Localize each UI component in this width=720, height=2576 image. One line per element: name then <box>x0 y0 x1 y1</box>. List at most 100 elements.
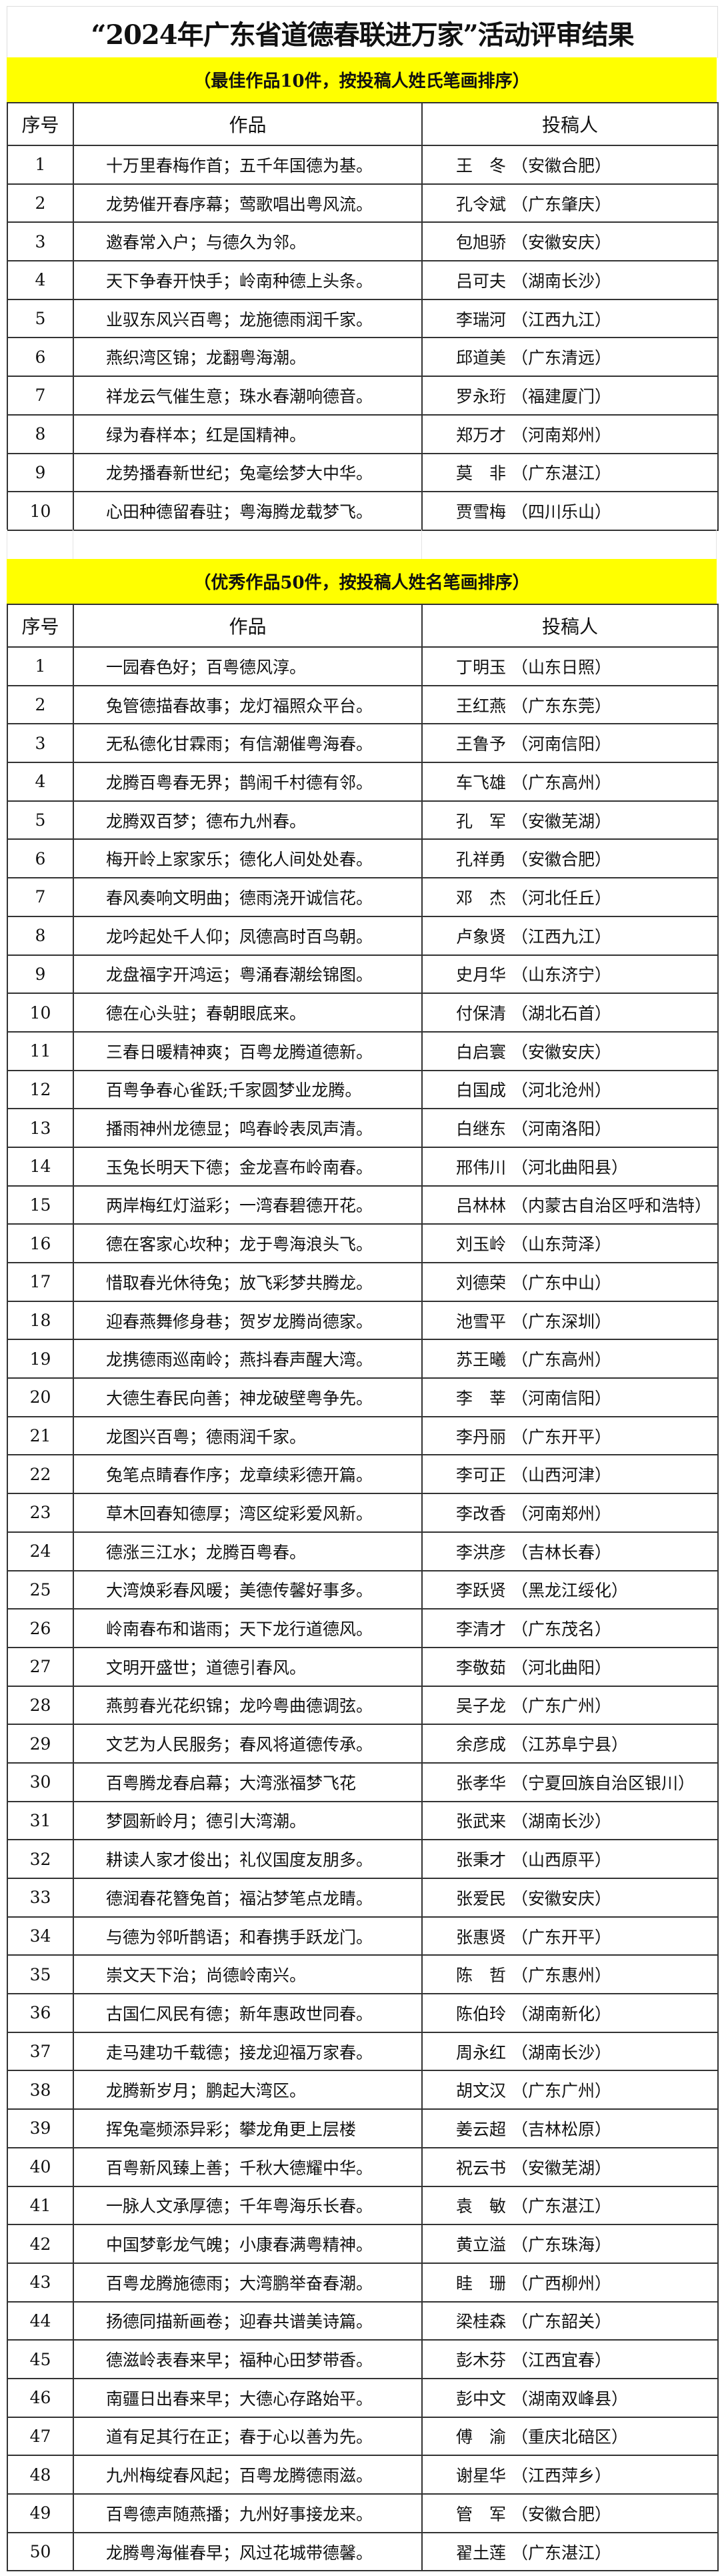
author-cell: 胡文汉 （广东广州） <box>421 2070 719 2110</box>
author-cell: 李丹丽 （广东开平） <box>421 1415 719 1456</box>
author-region-open: （ <box>511 2081 528 2101</box>
author-region-open: （ <box>511 2004 528 2024</box>
author-region-close: ） <box>595 2119 612 2139</box>
author-cell: 陈 哲 （广东惠州） <box>421 1954 719 1995</box>
author-cell: 孔祥勇 （安徽合肥） <box>421 838 719 879</box>
author-region-close: ） <box>595 965 612 985</box>
author-cell: 贾雪梅 （四川乐山） <box>421 491 719 531</box>
row-number: 8 <box>7 915 74 956</box>
author-cell: 周永红 （湖南长沙） <box>421 2031 719 2072</box>
author-region-close: ） <box>595 1542 612 1562</box>
author-name: 李改香 <box>456 1503 507 1523</box>
author-cell: 卢象贤 （江西九江） <box>421 915 719 956</box>
author-cell: 郑万才 （河南郑州） <box>421 414 719 454</box>
row-number: 5 <box>7 298 74 339</box>
table-row: 22 兔笔点睛春作序；龙章续彩德开篇。 李可正 （山西河津） <box>7 1454 719 1495</box>
author-region: 湖南长沙 <box>527 1812 595 1832</box>
row-number: 4 <box>7 260 74 300</box>
work-text: 耕读人家才俊出；礼仪国度友朋多。 <box>73 1839 423 1879</box>
author-name: 李丹丽 <box>456 1427 507 1447</box>
work-text: 挥兔毫频添异彩；攀龙角更上层楼 <box>73 2108 423 2148</box>
author-region-open: （ <box>511 2351 528 2371</box>
author-region: 安徽芜湖 <box>527 2158 595 2178</box>
author-region-close: ） <box>595 1850 612 1870</box>
work-text: 十万里春梅作首；五千年国德为基。 <box>73 145 423 185</box>
author-region-open: （ <box>511 2389 528 2409</box>
row-number: 35 <box>7 1954 74 1995</box>
row-number: 50 <box>7 2531 74 2572</box>
table-row: 35 崇文天下治；尚德岭南兴。陈 哲 （广东惠州） <box>7 1954 719 1995</box>
row-number: 33 <box>7 1878 74 1918</box>
author-cell: 彭中文 （湖南双峰县） <box>421 2377 719 2418</box>
work-text: 龙腾百粤春无界；鹊闹千村德有邻。 <box>73 762 423 802</box>
author-region-close: ） <box>695 1196 712 1216</box>
row-number: 43 <box>7 2262 74 2303</box>
author-name: 眭 珊 <box>456 2273 507 2293</box>
author-region: 湖北石首 <box>527 1004 595 1024</box>
work-text: 道有足其行在正；春于心以善为先。 <box>73 2416 423 2457</box>
author-region: 广东清远 <box>527 348 595 368</box>
work-text: 兔笔点睛春作序；龙章续彩德开篇。 <box>73 1454 423 1495</box>
table-row: 36 古国仁风民有德；新年惠政世同春。 陈伯玲 （湖南新化） <box>7 1993 719 2033</box>
table-row: 10 心田种德留春驻；粤海腾龙载梦飞。 贾雪梅 （四川乐山） <box>7 491 719 531</box>
author-region-close: ） <box>595 425 612 445</box>
author-region-close: ） <box>595 2196 612 2216</box>
author-name: 罗永珩 <box>456 386 507 406</box>
author-region: 广东湛江 <box>527 464 595 484</box>
author-region-close: ） <box>595 386 612 406</box>
table-row: 6 梅开岭上家家乐；德化人间处处春。 孔祥勇 （安徽合肥） <box>7 838 719 879</box>
author-region-open: （ <box>511 1850 528 1870</box>
row-number: 37 <box>7 2031 74 2072</box>
author-region: 安徽安庆 <box>527 1888 595 1908</box>
author-name: 张秉才 <box>456 1850 507 1870</box>
row-number: 20 <box>7 1377 74 1417</box>
author-region-close: ） <box>595 734 612 754</box>
row-number: 27 <box>7 1646 74 1687</box>
row-number: 46 <box>7 2377 74 2418</box>
author-cell: 祝云书 （安徽芜湖） <box>421 2146 719 2187</box>
work-text: 梅开岭上家家乐；德化人间处处春。 <box>73 838 423 879</box>
table-row: 21 龙图兴百粤；德雨润千家。 李丹丽 （广东开平） <box>7 1415 719 1456</box>
header-no: 序号 <box>7 102 74 146</box>
table-row: 42 中国梦彰龙气魄；小康春满粤精神。 黄立溢 （广东珠海） <box>7 2224 719 2264</box>
author-region-close: ） <box>595 1696 612 1716</box>
author-region: 湖南新化 <box>527 2004 595 2024</box>
table-row: 39 挥兔毫频添异彩；攀龙角更上层楼 姜云超 （吉林松原） <box>7 2108 719 2148</box>
author-region-close: ） <box>595 1004 612 1024</box>
author-name: 苏王曦 <box>456 1350 507 1370</box>
row-number: 26 <box>7 1608 74 1648</box>
work-text: 南疆日出春来早；大德心存路始平。 <box>73 2377 423 2418</box>
author-cell: 孔令斌 （广东肇庆） <box>421 183 719 223</box>
author-name: 陈 哲 <box>456 1966 507 1986</box>
work-text: 龙腾新岁月；鹏起大湾区。 <box>73 2070 423 2110</box>
author-region-close: ） <box>595 1388 612 1408</box>
table-row: 47 道有足其行在正；春于心以善为先。傅 渝 （重庆北碚区） <box>7 2416 719 2457</box>
author-region: 重庆北碚区 <box>527 2427 611 2447</box>
table-row: 1 一园春色好；百粤德风淳。 丁明玉 （山东日照） <box>7 646 719 686</box>
author-cell: 孔 军 （安徽芜湖） <box>421 800 719 840</box>
author-cell: 邓 杰 （河北任丘） <box>421 877 719 917</box>
author-region-close: ） <box>595 1620 612 1640</box>
author-region-open: （ <box>511 1927 528 1947</box>
work-text: 德润春花簪兔首；福沾梦笔点龙睛。 <box>73 1878 423 1918</box>
author-cell: 吕可夫 （湖南长沙） <box>421 260 719 300</box>
author-cell: 包旭骄 （安徽安庆） <box>421 221 719 262</box>
author-name: 李瑞河 <box>456 309 507 330</box>
row-number: 22 <box>7 1454 74 1495</box>
author-name: 王红燕 <box>456 696 507 716</box>
table-row: 49 百粤德声随燕播；九州好事接龙来。管 军 （安徽合肥） <box>7 2493 719 2533</box>
work-text: 三春日暖精神爽；百粤龙腾道德新。 <box>73 1031 423 1071</box>
row-number: 25 <box>7 1569 74 1610</box>
author-region-open: （ <box>511 1157 528 1177</box>
author-region: 广东开平 <box>527 1427 595 1447</box>
table-row: 7 祥龙云气催生意；珠水春潮响德音。 罗永珩 （福建厦门） <box>7 376 719 416</box>
row-number: 16 <box>7 1223 74 1263</box>
author-region-close: ） <box>595 888 612 908</box>
table-row: 30 百粤腾龙春启幕；大湾涨福梦飞花 张孝华 （宁夏回族自治区银川） <box>7 1762 719 1802</box>
row-number: 48 <box>7 2455 74 2495</box>
work-text: 龙吟起处千人仰；凤德高时百鸟朝。 <box>73 915 423 956</box>
work-text: 邀春常入户；与德久为邻。 <box>73 221 423 262</box>
author-region-close: ） <box>611 1735 629 1755</box>
author-region-close: ） <box>595 194 612 214</box>
work-text: 九州梅绽春风起；百粤龙腾德雨滋。 <box>73 2455 423 2495</box>
